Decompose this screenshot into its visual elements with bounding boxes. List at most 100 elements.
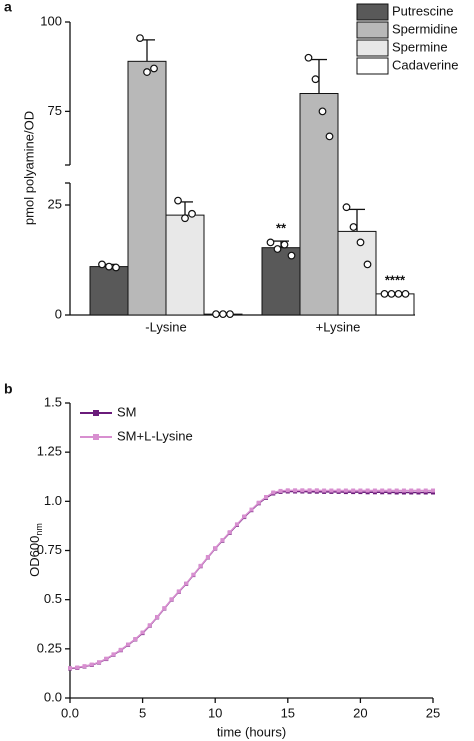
- bar: [375, 293, 415, 316]
- data-point: [97, 660, 102, 665]
- data-point: [143, 68, 151, 76]
- x-tick-label: 5: [139, 705, 146, 720]
- data-point: [264, 495, 269, 500]
- data-point: [318, 107, 327, 116]
- data-point: [285, 488, 290, 493]
- significance-label: ****: [385, 272, 406, 287]
- legend-swatch: [356, 3, 389, 21]
- x-tick-label: 25: [426, 705, 440, 720]
- data-point: [212, 310, 220, 319]
- data-point: [293, 488, 298, 493]
- data-point: [162, 606, 167, 611]
- data-point: [300, 488, 305, 493]
- data-point: [311, 75, 320, 84]
- data-point: [280, 240, 289, 249]
- data-point: [191, 572, 196, 577]
- x-tick-label: 20: [353, 705, 367, 720]
- data-point: [155, 614, 160, 619]
- data-point: [351, 488, 356, 493]
- bar: [127, 60, 167, 316]
- data-point: [126, 642, 131, 647]
- data-point: [181, 214, 189, 223]
- data-point: [174, 196, 182, 205]
- series-line: [69, 489, 433, 669]
- data-point: [75, 665, 80, 670]
- y-tick-label: 0.5: [44, 591, 62, 606]
- data-point: [409, 488, 414, 493]
- data-point: [365, 488, 370, 493]
- y-tick-label: 0.0: [44, 689, 62, 704]
- panel-label: b: [4, 381, 13, 397]
- data-point: [394, 488, 399, 493]
- data-point: [401, 289, 410, 298]
- y-tick-label: 1.5: [44, 394, 62, 409]
- data-point: [387, 289, 396, 298]
- data-point: [234, 522, 239, 527]
- x-tick-label: -Lysine: [145, 319, 186, 334]
- data-point: [105, 262, 113, 271]
- data-point: [329, 488, 334, 493]
- y-tick-label: 100: [40, 13, 62, 28]
- data-point: [213, 546, 218, 551]
- data-point: [273, 245, 282, 253]
- data-point: [372, 488, 377, 493]
- data-point: [278, 488, 283, 493]
- data-point: [343, 488, 348, 493]
- data-point: [68, 666, 72, 671]
- data-point: [150, 64, 158, 73]
- data-point: [249, 507, 254, 512]
- data-point: [256, 500, 261, 505]
- y-tick-label: 0.25: [37, 640, 62, 655]
- data-point: [242, 514, 247, 519]
- data-point: [380, 289, 389, 298]
- data-point: [401, 488, 406, 493]
- data-point: [266, 238, 275, 247]
- data-point: [287, 251, 296, 260]
- y-tick-label: 25: [48, 196, 62, 211]
- data-point: [380, 488, 385, 493]
- data-point: [325, 132, 334, 141]
- legend-marker: [93, 410, 99, 416]
- data-point: [188, 209, 196, 218]
- data-point: [147, 623, 152, 628]
- legend-swatch: [356, 21, 389, 39]
- data-point: [363, 260, 372, 269]
- data-point: [342, 203, 351, 212]
- x-tick-label: +Lysine: [316, 319, 361, 334]
- legend-swatch: [356, 57, 389, 75]
- y-axis-label-main: OD600: [27, 536, 42, 577]
- data-point: [307, 488, 312, 493]
- data-point: [82, 664, 87, 669]
- data-point: [219, 310, 227, 319]
- data-point: [304, 53, 313, 62]
- data-point: [356, 238, 365, 247]
- data-point: [423, 488, 428, 493]
- panel-label: a: [4, 0, 12, 15]
- data-point: [394, 289, 403, 298]
- data-point: [176, 589, 181, 594]
- data-point: [111, 652, 116, 657]
- data-point: [358, 488, 363, 493]
- y-tick-label: 1.0: [44, 493, 62, 508]
- data-point: [220, 538, 225, 543]
- data-point: [98, 260, 106, 269]
- data-point: [112, 263, 120, 272]
- x-tick-label: 0.0: [61, 705, 79, 720]
- bar: [165, 214, 205, 316]
- data-point: [198, 563, 203, 568]
- data-point: [89, 662, 94, 667]
- legend-label: Spermidine: [392, 21, 458, 36]
- legend-label: Spermine: [392, 39, 448, 54]
- legend-swatch: [356, 39, 389, 57]
- bar: [89, 266, 129, 316]
- data-point: [140, 630, 145, 635]
- data-point: [136, 34, 144, 42]
- legend-label: Putrescine: [392, 3, 453, 18]
- y-axis-label: pmol polyamine/OD: [21, 111, 36, 225]
- data-point: [271, 490, 276, 495]
- data-point: [322, 488, 327, 493]
- legend-label: SM: [117, 404, 137, 419]
- series-line: [69, 490, 433, 670]
- data-point: [387, 488, 392, 493]
